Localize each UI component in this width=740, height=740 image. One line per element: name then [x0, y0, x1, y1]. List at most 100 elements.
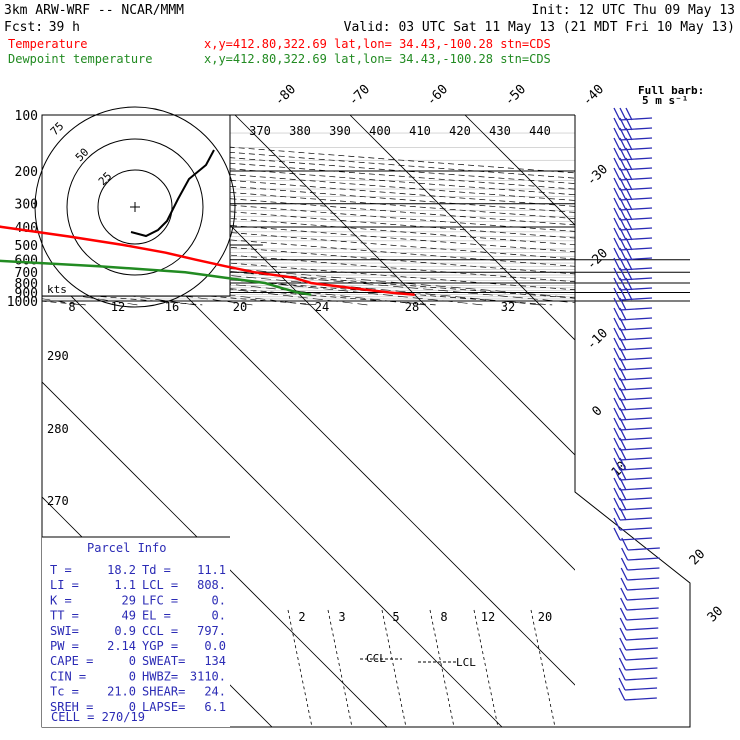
mixing-ratio-label: 3 [338, 610, 345, 624]
pressure-label: 800 [15, 277, 38, 292]
dry-adiabat [42, 231, 575, 275]
speed-tick-label: 12 [111, 300, 125, 314]
wind-barb [613, 307, 653, 321]
parcel-field-label: SHEAR= [142, 685, 185, 699]
wind-barb [613, 477, 653, 491]
speed-tick-label: 20 [233, 300, 247, 314]
wind-barb [613, 177, 653, 191]
isobars [42, 114, 690, 302]
temperature-legend-name: Temperature [8, 37, 87, 51]
level-markers: CCL LCL [360, 652, 476, 669]
parcel-field-label: EL = [142, 609, 171, 623]
hodograph-trace [130, 149, 215, 238]
wind-barb [618, 657, 658, 671]
wind-barb [613, 107, 653, 121]
parcel-field-label: YGP = [142, 639, 178, 653]
wind-barb [613, 277, 653, 291]
parcel-field-value: 11.1 [197, 563, 226, 577]
theta-labels: 370 380 390 400 410 420 430 440 [249, 124, 551, 138]
mixing-ratio-labels: 2 3 5 8 12 20 [298, 610, 552, 624]
mixing-ratio-label: 5 [392, 610, 399, 624]
parcel-field-value: 3110. [190, 669, 226, 683]
wind-barb [618, 667, 658, 681]
wind-barb [613, 247, 653, 261]
hodograph-ring-outer [34, 106, 236, 308]
hodograph: 75 50 25 [34, 106, 236, 308]
isotherm-label: -10 [584, 326, 611, 353]
wind-barb [613, 377, 653, 391]
wind-barb [613, 257, 653, 271]
wind-barb [613, 197, 653, 211]
dewpoint-legend-name: Dewpoint temperature [8, 52, 153, 66]
moist-adiabat [42, 264, 425, 306]
wind-barb [620, 587, 659, 601]
parcel-field-value: 24. [204, 685, 226, 699]
hodograph-ring-middle [66, 138, 204, 276]
wind-barb [619, 617, 659, 631]
pressure-label: 700 [15, 266, 38, 281]
parcel-field-label: LFC = [142, 593, 178, 607]
wind-barb [613, 497, 653, 511]
wind-barb [613, 457, 653, 471]
wind-barb [613, 407, 653, 421]
parcel-field-label: K = [50, 593, 72, 607]
wind-barb [613, 137, 653, 151]
parcel-field-value: 0. [212, 609, 226, 623]
isotherm-label: -60 [424, 82, 451, 109]
parcel-field-label: Tc = [50, 685, 79, 699]
wind-barb [613, 297, 653, 311]
parcel-field-value: 2.14 [107, 639, 136, 653]
theta-label: 410 [409, 124, 431, 138]
pressure-label: 1000 [7, 295, 38, 310]
parcel-field-value: 0.9 [114, 624, 136, 638]
isotherm-line [349, 115, 575, 341]
wind-barb [613, 467, 653, 481]
parcel-field-value: 1.1 [114, 578, 136, 592]
pressure-label: 200 [15, 165, 38, 180]
model-title: 3km ARW-WRF -- NCAR/MMM [4, 3, 184, 18]
isotherm-label: -50 [502, 82, 529, 109]
wind-barb [613, 347, 653, 361]
direction-label: 270 [47, 494, 69, 508]
wind-barb [621, 547, 660, 561]
wind-barb [613, 217, 653, 231]
isotherm-label: 30 [705, 604, 727, 626]
wind-barb [619, 627, 659, 641]
dry-adiabat [42, 239, 575, 283]
wind-barb [619, 607, 659, 621]
direction-label: 280 [47, 422, 69, 436]
wind-barb [613, 417, 653, 431]
wind-barb [613, 157, 653, 171]
forecast-label: Fcst: [4, 20, 43, 35]
parcel-field-label: CAPE = [50, 654, 93, 668]
theta-label: 420 [449, 124, 471, 138]
mixing-ratio-line [327, 609, 353, 727]
parcel-field-value: 797. [197, 624, 226, 638]
parcel-field-value: 21.0 [107, 685, 136, 699]
isotherm-label: 0 [589, 403, 605, 419]
wind-barb [613, 327, 653, 341]
parcel-field-value: 0.0 [204, 639, 226, 653]
pressure-label: 100 [15, 109, 38, 124]
dewpoint-legend-location: x,y=412.80,322.69 lat,lon= 34.43,-100.28… [204, 52, 551, 66]
wind-barb [613, 507, 653, 521]
parcel-field-label: Td = [142, 563, 171, 577]
speed-tick-label: 8 [68, 300, 75, 314]
isotherm-line [234, 115, 575, 456]
barb-key-line2: 5 m s⁻¹ [642, 94, 688, 107]
wind-barb [618, 687, 657, 701]
dry-adiabat [42, 224, 575, 267]
wind-barb [613, 337, 653, 351]
wind-barb [620, 597, 659, 611]
theta-label: 390 [329, 124, 351, 138]
direction-label: 290 [47, 349, 69, 363]
parcel-field-label: LI = [50, 578, 79, 592]
parcel-field-label: SREH = [50, 700, 93, 714]
direction-labels: 290 280 270 [47, 349, 69, 508]
wind-barb [613, 117, 653, 131]
wind-barb [613, 357, 653, 371]
temperature-legend-location: x,y=412.80,322.69 lat,lon= 34.43,-100.28… [204, 37, 551, 51]
parcel-field-label: LCL = [142, 578, 178, 592]
